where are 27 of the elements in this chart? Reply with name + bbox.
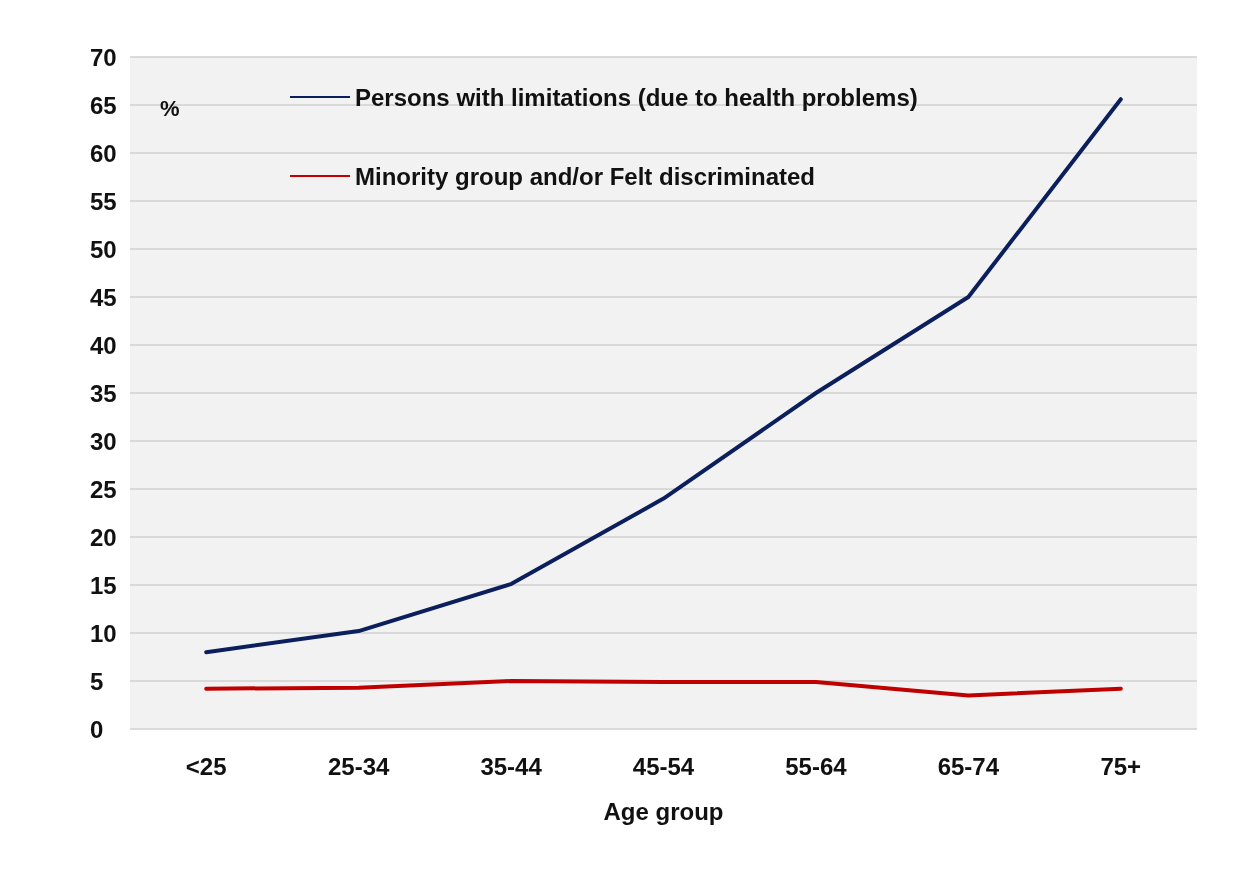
y-tick-label: 55 (90, 187, 117, 215)
y-tick-label: 65 (90, 91, 117, 119)
x-tick-label: 35-44 (480, 752, 543, 780)
x-tick-label: 65-74 (937, 752, 1000, 780)
y-tick-label: 50 (90, 235, 117, 263)
y-tick-label: 20 (90, 523, 117, 551)
y-tick-label: 5 (90, 667, 104, 695)
y-tick-label: 15 (90, 571, 117, 599)
y-axis-title: % (160, 95, 180, 121)
y-tick-label: 10 (90, 619, 117, 647)
y-tick-label: 60 (90, 139, 117, 167)
y-tick-label: 40 (90, 331, 117, 359)
x-tick-label: <25 (185, 752, 227, 780)
x-tick-label: 75+ (1100, 752, 1142, 780)
y-tick-label: 0 (90, 715, 104, 743)
y-tick-label: 30 (90, 427, 117, 455)
y-tick-label: 45 (90, 283, 117, 311)
line-series (204, 679, 1123, 698)
x-tick-label: 55-64 (785, 752, 848, 780)
x-tick-label: 45-54 (632, 752, 695, 780)
x-tick-label: 25-34 (327, 752, 390, 780)
y-tick-label: 35 (90, 379, 117, 407)
y-tick-label: 25 (90, 475, 117, 503)
legend-label: Persons with limitations (due to health problems) (355, 83, 918, 111)
legend-label: Minority group and/or Felt discriminated (355, 162, 816, 190)
y-tick-label: 70 (90, 43, 117, 71)
x-axis-title: Age group (603, 797, 724, 825)
